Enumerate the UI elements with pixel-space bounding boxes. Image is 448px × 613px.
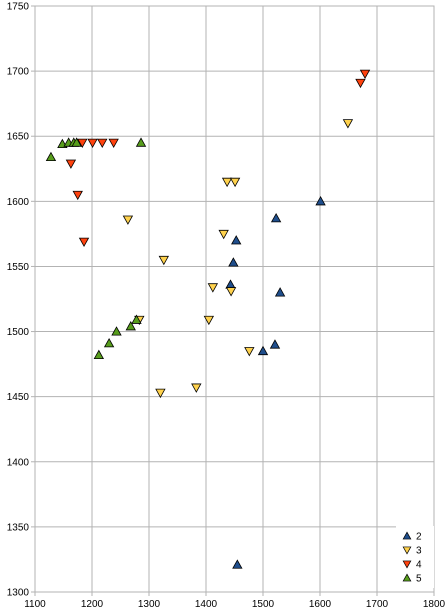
series-5: [45, 137, 147, 359]
data-point-series-4: [78, 237, 90, 248]
data-point-series-3: [122, 215, 134, 225]
y-tick-label: 1450: [7, 392, 30, 403]
data-point-series-4: [77, 138, 88, 149]
data-point-series-4: [72, 190, 83, 201]
legend-marker-5: [402, 573, 412, 582]
y-tick-label: 1550: [7, 262, 30, 273]
data-point-series-3: [225, 287, 237, 297]
x-tick-label: 1500: [252, 599, 275, 610]
x-tick-label: 1600: [309, 599, 332, 610]
data-point-series-2: [274, 287, 286, 297]
data-point-series-2: [228, 257, 239, 267]
data-point-series-3: [218, 229, 229, 240]
data-point-series-4: [108, 138, 119, 149]
legend: 2 3 4 5: [396, 526, 434, 588]
data-point-series-2: [270, 212, 282, 223]
x-tick-label: 1700: [366, 599, 389, 610]
data-point-series-5: [103, 337, 115, 348]
y-tick-label: 1750: [7, 2, 30, 13]
plot-frame: [34, 5, 435, 593]
data-point-series-2: [315, 196, 326, 206]
x-tick-label: 1200: [81, 599, 104, 610]
series-4: [65, 69, 371, 248]
data-point-series-3: [158, 255, 169, 266]
data-point-series-4: [97, 138, 108, 149]
legend-label-2: 2: [416, 532, 422, 543]
legend-marker-3: [402, 546, 412, 555]
legend-label-5: 5: [416, 574, 422, 585]
y-tick-label: 1350: [7, 522, 30, 533]
data-point-series-4: [359, 69, 371, 80]
x-tick-label: 1800: [423, 599, 446, 610]
series-2: [225, 196, 326, 569]
x-tick-labels: 1100 1200 1300 1400 1500 1600 1700 1800: [24, 599, 445, 610]
data-point-series-3: [207, 283, 219, 293]
data-point-series-5: [93, 349, 105, 359]
data-point-series-2: [231, 235, 242, 245]
y-tick-label: 1600: [7, 197, 30, 208]
x-tick-label: 1100: [24, 599, 46, 610]
data-points: [45, 69, 371, 569]
x-tick-label: 1300: [138, 599, 161, 610]
axes: [31, 5, 435, 596]
data-point-series-3: [191, 383, 202, 393]
data-point-series-3: [155, 388, 166, 399]
data-point-series-2: [269, 339, 281, 349]
data-point-series-5: [125, 321, 136, 331]
data-point-series-3: [221, 177, 233, 188]
data-point-series-5: [111, 326, 122, 336]
legend-label-3: 3: [416, 546, 422, 557]
data-point-series-3: [342, 119, 354, 129]
data-point-series-5: [131, 314, 142, 324]
y-tick-label: 1400: [7, 457, 30, 468]
series-3: [122, 119, 354, 399]
y-tick-label: 1650: [7, 132, 30, 143]
data-point-series-5: [45, 151, 57, 162]
data-point-series-2: [232, 559, 243, 569]
legend-marker-2: [402, 531, 412, 540]
data-point-series-3: [244, 347, 255, 357]
data-point-series-4: [87, 138, 98, 149]
data-point-series-4: [355, 78, 366, 89]
y-tick-label: 1300: [7, 588, 30, 599]
data-point-series-5: [71, 137, 82, 147]
legend-box: [396, 526, 434, 588]
data-point-series-2: [257, 345, 269, 356]
legend-marker-4: [402, 560, 412, 569]
data-point-series-4: [65, 159, 77, 169]
data-point-series-3: [203, 315, 215, 326]
y-tick-labels: 1300 1350 1400 1450 1500 1550 1600 1650 1700 1750: [7, 2, 30, 599]
data-point-series-3: [229, 177, 241, 188]
x-tick-label: 1400: [195, 599, 218, 610]
y-tick-label: 1700: [7, 67, 30, 78]
legend-label-4: 4: [416, 560, 422, 571]
data-point-series-5: [135, 137, 147, 147]
y-tick-label: 1500: [7, 327, 30, 338]
